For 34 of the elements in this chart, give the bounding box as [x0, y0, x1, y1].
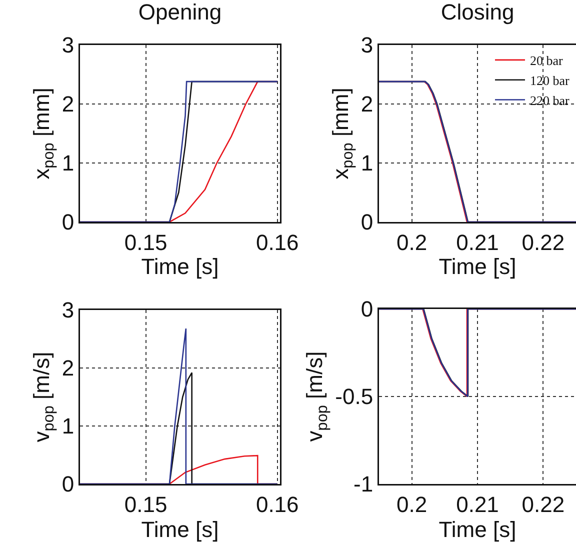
y-tick-label: 0 — [360, 296, 374, 322]
y-tick-label: 2 — [62, 92, 74, 117]
x-tick-label: 0.16 — [256, 492, 299, 517]
x-tick-label: 0.15 — [124, 230, 168, 255]
y-tick-label: 0 — [360, 210, 374, 235]
y-tick-label: 1 — [62, 150, 74, 176]
y-tick-label: 2 — [62, 356, 74, 381]
chart-title: Opening — [138, 0, 222, 25]
legend-label: 120 bar — [530, 72, 570, 88]
x-axis-title: Time [s] — [141, 516, 219, 542]
y-tick-label: 1 — [62, 414, 74, 439]
x-tick-label: 0.21 — [456, 492, 499, 517]
y-tick-label: 3 — [360, 32, 374, 58]
x-tick-label: 0.21 — [456, 230, 499, 255]
x-tick-label: 0.2 — [396, 230, 428, 255]
y-tick-label: 0 — [62, 472, 74, 497]
chart-title: Closing — [440, 0, 514, 25]
x-tick-label: 0.2 — [396, 492, 428, 517]
x-tick-label: 0.22 — [522, 492, 565, 517]
x-axis-title: Time [s] — [438, 254, 516, 279]
legend-label: 220 bar — [530, 92, 570, 108]
y-tick-label: 2 — [360, 92, 374, 117]
y-tick-label: -1 — [354, 472, 374, 497]
x-tick-label: 0.16 — [256, 230, 299, 255]
y-tick-label: 1 — [360, 150, 374, 176]
y-tick-label: 3 — [62, 32, 74, 58]
x-axis-title: Time [s] — [438, 516, 516, 542]
y-tick-label: -0.5 — [335, 384, 374, 410]
x-axis-title: Time [s] — [141, 254, 219, 279]
x-tick-label: 0.15 — [124, 492, 168, 517]
x-tick-label: 0.22 — [522, 230, 565, 255]
y-tick-label: 3 — [62, 298, 74, 323]
y-tick-label: 0 — [62, 210, 74, 235]
legend-label: 20 bar — [530, 53, 564, 68]
